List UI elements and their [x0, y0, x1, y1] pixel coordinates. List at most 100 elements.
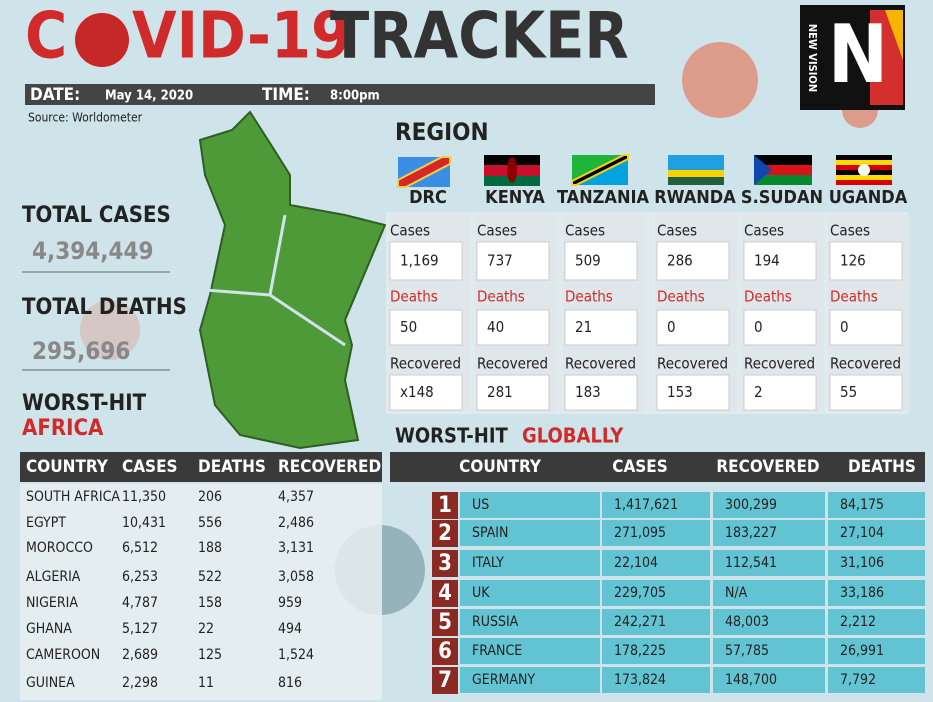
- global-cell-bg: [460, 550, 600, 576]
- global-cell-bg: [828, 638, 925, 664]
- date: May 14, 2020: [105, 89, 193, 104]
- region-stat-label: Deaths: [744, 288, 792, 306]
- region-stat-box: [389, 309, 463, 346]
- region-stat-value: 0: [754, 318, 763, 336]
- africa-cell: 1,524: [278, 647, 314, 663]
- region-stat-box: [476, 374, 550, 411]
- region-country: RWANDA: [654, 187, 736, 208]
- region-stat-value: 40: [487, 318, 504, 336]
- global-cell: N/A: [725, 585, 748, 601]
- global-header: [390, 452, 925, 482]
- africa-cell: 22: [198, 621, 214, 637]
- africa-column: DEATHS: [198, 457, 266, 477]
- global-cell: FRANCE: [472, 643, 522, 659]
- source: Source: Worldometer: [28, 111, 143, 125]
- global-cell-bg: [602, 638, 710, 664]
- global-cell: 48,003: [725, 614, 769, 630]
- global-cell-bg: [460, 638, 600, 664]
- global-column: CASES: [612, 457, 668, 477]
- rank: 7: [438, 668, 452, 693]
- global-cell-bg: [713, 580, 825, 606]
- global-cell-bg: [713, 520, 825, 546]
- region-stat-label: Recovered: [657, 355, 728, 373]
- global-cell: 183,227: [725, 525, 777, 541]
- region-stat-box: [829, 241, 903, 281]
- region-stat-label: Recovered: [390, 355, 461, 373]
- africa-cell: CAMEROON: [26, 647, 100, 663]
- africa-header: [20, 452, 382, 482]
- africa-cell: GHANA: [26, 621, 72, 637]
- global-cell: 242,271: [614, 614, 666, 630]
- region-stat-label: Deaths: [477, 288, 525, 306]
- region-country: S.SUDAN: [741, 187, 823, 208]
- rank-box: [432, 667, 458, 694]
- global-cell-bg: [602, 609, 710, 635]
- africa-cell: 5,127: [122, 621, 158, 637]
- africa-column: CASES: [122, 457, 178, 477]
- africa-cell: ALGERIA: [26, 569, 81, 585]
- region-stat-label: Recovered: [565, 355, 636, 373]
- africa-cell: 556: [198, 515, 222, 531]
- africa-cell: 6,512: [122, 540, 158, 556]
- africa-cell: 494: [278, 621, 302, 637]
- global-cell-bg: [828, 492, 925, 518]
- region-stat-label: Deaths: [657, 288, 705, 306]
- region-stat-value: 2: [754, 383, 763, 401]
- total-cases-label: TOTAL CASES: [22, 203, 171, 228]
- region-stat-value: 281: [487, 383, 513, 401]
- africa-cell: 4,357: [278, 489, 314, 505]
- global-cell: 33,186: [840, 585, 884, 601]
- region-stat-box: [656, 374, 730, 411]
- global-cell: 31,106: [840, 555, 884, 571]
- region-stat-box: [389, 374, 463, 411]
- region-stat-box: [656, 309, 730, 346]
- total-deaths-label: TOTAL DEATHS: [22, 295, 187, 320]
- global-cell: 271,095: [614, 525, 666, 541]
- global-cell-bg: [460, 609, 600, 635]
- global-cell: 27,104: [840, 525, 884, 541]
- rank: 4: [438, 581, 452, 606]
- global-cell-bg: [713, 550, 825, 576]
- region-stat-value: 286: [667, 252, 693, 270]
- region-stat-box: [743, 374, 817, 411]
- title-c: C: [25, 0, 67, 74]
- title-covid: VID-19: [132, 0, 351, 74]
- region-stat-value: 21: [575, 318, 592, 336]
- region-stat-value: 183: [575, 383, 601, 401]
- africa-column: COUNTRY: [26, 457, 109, 477]
- global-cell: 112,541: [725, 555, 777, 571]
- africa-cell: NIGERIA: [26, 595, 78, 611]
- global-cell-bg: [828, 520, 925, 546]
- region-stat-box: [656, 241, 730, 281]
- region-stat-label: Deaths: [390, 288, 438, 306]
- africa-cell: 2,689: [122, 647, 158, 663]
- date-bar: [25, 84, 655, 105]
- global-cell-bg: [602, 520, 710, 546]
- rank-box: [432, 580, 458, 607]
- rank-box: [432, 609, 458, 636]
- region-stat-label: Cases: [390, 222, 430, 240]
- africa-cell: 4,787: [122, 595, 158, 611]
- region-stat-label: Cases: [477, 222, 517, 240]
- time: 8:00pm: [330, 89, 380, 104]
- global-cell-bg: [460, 667, 600, 693]
- time-label: TIME:: [262, 85, 310, 105]
- region-stat-box: [389, 241, 463, 281]
- total-cases: 4,394,449: [32, 237, 154, 265]
- global-cell: 300,299: [725, 497, 777, 513]
- global-cell: 2,212: [840, 614, 876, 630]
- africa-cell: 6,253: [122, 569, 158, 585]
- africa-cell: 206: [198, 489, 222, 505]
- region-stat-box: [476, 309, 550, 346]
- global-cell-bg: [828, 580, 925, 606]
- region-stat-value: 509: [575, 252, 601, 270]
- global-cell: 22,104: [614, 555, 658, 571]
- rank-box: [432, 550, 458, 577]
- global-cell-bg: [713, 492, 825, 518]
- virus-o: [75, 13, 129, 67]
- global-cell: RUSSIA: [472, 614, 519, 630]
- africa-cell: 11: [198, 675, 214, 691]
- africa-cell: 2,486: [278, 515, 314, 531]
- africa-cell: 3,131: [278, 540, 314, 556]
- global-cell: GERMANY: [472, 672, 535, 688]
